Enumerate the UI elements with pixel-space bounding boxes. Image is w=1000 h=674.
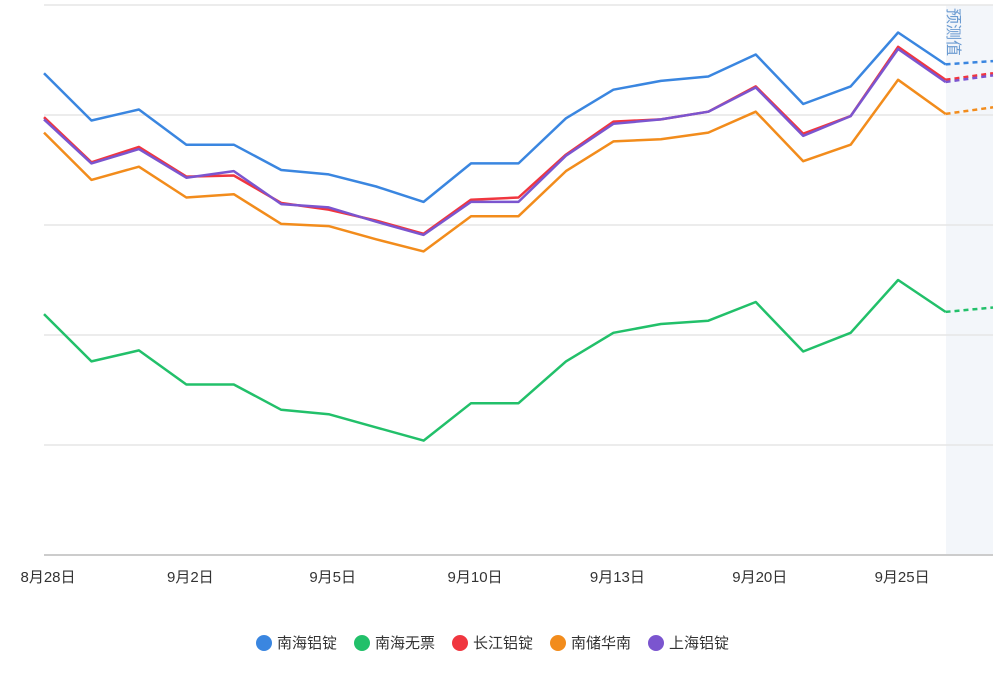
x-tick-label: 9月5日 xyxy=(309,569,356,586)
legend-marker xyxy=(452,635,468,651)
x-tick-label: 9月13日 xyxy=(590,569,645,586)
legend-label: 上海铝锭 xyxy=(669,635,729,652)
x-tick-label: 9月2日 xyxy=(167,569,214,586)
legend-marker xyxy=(550,635,566,651)
legend-label: 南海铝锭 xyxy=(277,635,337,652)
forecast-line xyxy=(945,106,994,116)
forecast-label: 预测值 xyxy=(944,8,962,56)
forecast-line xyxy=(945,74,994,84)
forecast-line xyxy=(945,306,994,314)
forecast-line xyxy=(945,71,994,82)
legend-marker xyxy=(256,635,272,651)
legend-label: 长江铝锭 xyxy=(473,635,533,652)
x-tick-label: 9月20日 xyxy=(732,569,787,586)
series-line xyxy=(43,31,947,204)
forecast-line xyxy=(945,59,994,66)
series-line xyxy=(43,278,947,442)
series-line xyxy=(43,47,947,237)
legend-label: 南海无票 xyxy=(375,635,435,652)
legend-label: 南储华南 xyxy=(571,635,631,652)
x-tick-label: 8月28日 xyxy=(20,569,75,586)
x-tick-label: 9月25日 xyxy=(875,569,930,586)
series-line xyxy=(43,78,947,253)
forecast-zone xyxy=(946,5,993,555)
x-tick-label: 9月10日 xyxy=(448,569,503,586)
legend-marker xyxy=(648,635,664,651)
legend-marker xyxy=(354,635,370,651)
